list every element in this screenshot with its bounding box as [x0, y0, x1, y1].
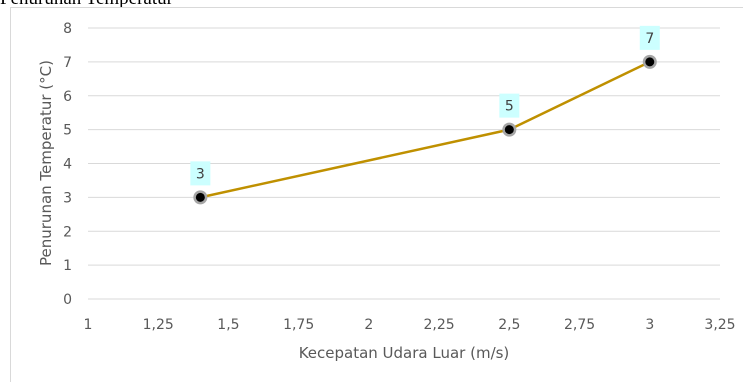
y-tick-label: 8	[63, 21, 72, 37]
data-label: 7	[645, 31, 654, 47]
y-tick-label: 0	[63, 292, 72, 308]
data-point	[645, 57, 655, 67]
y-tick-label: 2	[63, 224, 72, 240]
data-label-box	[190, 161, 211, 186]
x-axis-title: Kecepatan Udara Luar (m/s)	[299, 344, 510, 362]
x-tick-label: 2,5	[498, 317, 520, 333]
data-label-box	[639, 25, 660, 50]
y-tick-label: 7	[63, 55, 72, 71]
data-label: 3	[196, 166, 205, 182]
grid-layer	[88, 27, 720, 300]
chart-border	[10, 7, 743, 382]
x-tick-label: 3,25	[704, 317, 735, 333]
x-tick-label: 3	[645, 317, 654, 333]
x-tick-labels: 1 1,25 1,5 1,75 2 2,25 2,5 2,75 3 3,25	[84, 317, 736, 333]
x-tick-label: 1	[84, 317, 93, 333]
series-layer	[193, 54, 657, 205]
y-tick-labels: 0 1 2 3 4 5 6 7 8	[63, 21, 72, 308]
y-tick-label: 1	[63, 258, 72, 274]
x-tick-label: 2,25	[424, 317, 455, 333]
x-tick-label: 1,5	[217, 317, 239, 333]
y-tick-label: 3	[63, 190, 72, 206]
y-axis-title: Penurunan Temperatur (°C)	[37, 60, 55, 266]
y-tick-label: 5	[63, 123, 72, 139]
x-tick-label: 1,75	[283, 317, 314, 333]
data-label: 5	[505, 99, 514, 115]
data-label-layer: 3 5 7	[190, 25, 660, 186]
data-point	[195, 192, 205, 202]
data-label-box	[499, 93, 520, 118]
x-tick-label: 2	[364, 317, 373, 333]
x-tick-label: 2,75	[564, 317, 595, 333]
y-tick-label: 6	[63, 89, 72, 105]
data-point	[504, 125, 514, 135]
page-title-fragment: Penurunan Temperatur	[0, 0, 173, 10]
x-tick-label: 1,25	[143, 317, 174, 333]
y-tick-label: 4	[63, 157, 72, 173]
